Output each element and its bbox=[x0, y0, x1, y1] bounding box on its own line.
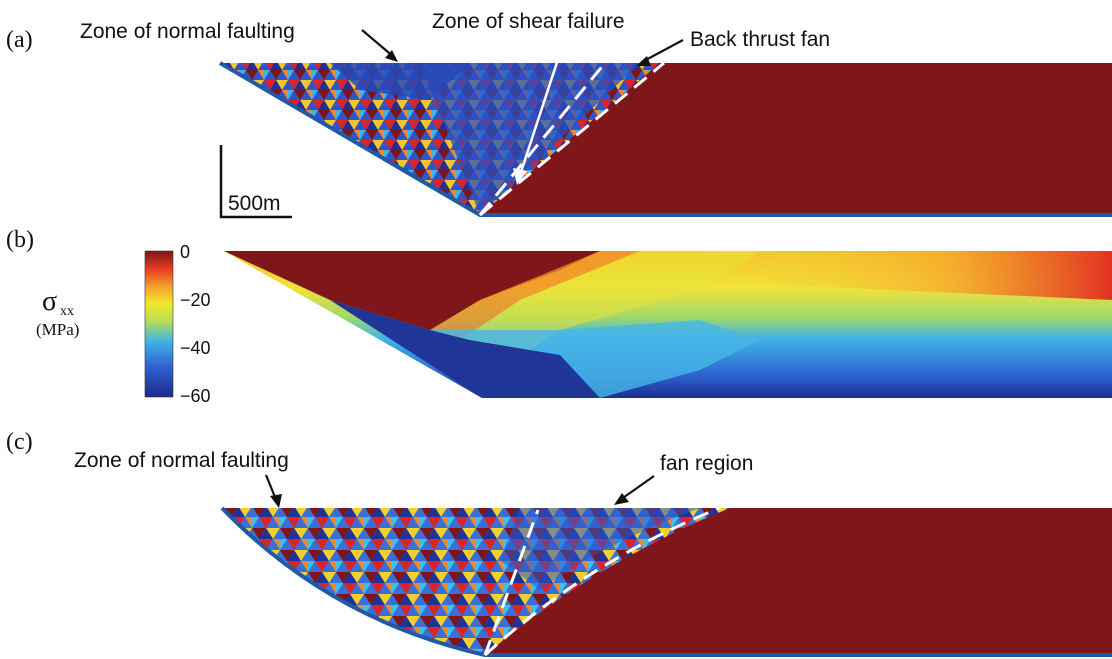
panel-a-label: (a) bbox=[6, 27, 33, 53]
colorbar-unit: (MPa) bbox=[36, 320, 79, 339]
panel-a-dashed-fault-1 bbox=[478, 62, 607, 216]
panel-c-boundary bbox=[220, 506, 1112, 657]
arrow-fan-region bbox=[619, 475, 655, 501]
panel-c: (c) Zone of normal faulting fan region bbox=[6, 429, 1112, 657]
arrow-head-back-thrust-fan bbox=[636, 56, 651, 66]
colorbar bbox=[144, 250, 174, 398]
panel-c-dashed-fault-2 bbox=[483, 506, 721, 657]
panel-b-orange-rim bbox=[430, 251, 640, 340]
panel-b-top-right-high-stress bbox=[700, 251, 1112, 300]
scale-bar-label: 500m bbox=[228, 192, 281, 215]
panel-b: (b) 0 −20 −40 −60 σ xx (MPa) bbox=[6, 227, 1112, 406]
colorbar-tick-20: −20 bbox=[180, 290, 211, 310]
panel-a-shear-zone bbox=[420, 63, 640, 215]
annotation-normal-faulting-a: Zone of normal faulting bbox=[80, 20, 295, 43]
colorbar-symbol: σ bbox=[42, 286, 57, 317]
panel-c-label: (c) bbox=[6, 429, 33, 455]
panel-a-dashed-fault-2 bbox=[479, 61, 665, 217]
panel-c-fan-zone bbox=[500, 508, 700, 590]
annotation-back-thrust-fan: Back thrust fan bbox=[690, 28, 830, 51]
annotation-fan-region: fan region bbox=[660, 452, 753, 475]
colorbar-tick-0: 0 bbox=[180, 242, 190, 262]
colorbar-subscript: xx bbox=[60, 304, 74, 319]
annotation-shear-failure: Zone of shear failure bbox=[432, 10, 625, 33]
arrow-shear-failure bbox=[518, 37, 567, 176]
panel-c-dashed-fault-1 bbox=[483, 509, 540, 656]
arrow-head-shear-failure bbox=[513, 168, 527, 185]
arrow-back-thrust-fan bbox=[641, 39, 684, 63]
panel-b-low-stress-wedge bbox=[224, 251, 600, 330]
panel-b-compressive-zone bbox=[330, 300, 600, 398]
panel-a-normal-zone bbox=[330, 63, 470, 100]
arrow-head-fan-region bbox=[614, 493, 629, 505]
arrow-head-normal-faulting-c bbox=[270, 494, 282, 508]
colorbar-tick-40: −40 bbox=[180, 338, 211, 358]
arrow-head-normal-faulting-a bbox=[385, 50, 398, 62]
colorbar-tick-60: −60 bbox=[180, 386, 211, 406]
annotation-normal-faulting-c: Zone of normal faulting bbox=[74, 449, 289, 472]
panel-b-light-blue-zone bbox=[430, 320, 760, 398]
panel-b-label: (b) bbox=[6, 227, 34, 253]
panel-a: (a) Zone of normal faulting Zone of shea… bbox=[6, 10, 1112, 219]
